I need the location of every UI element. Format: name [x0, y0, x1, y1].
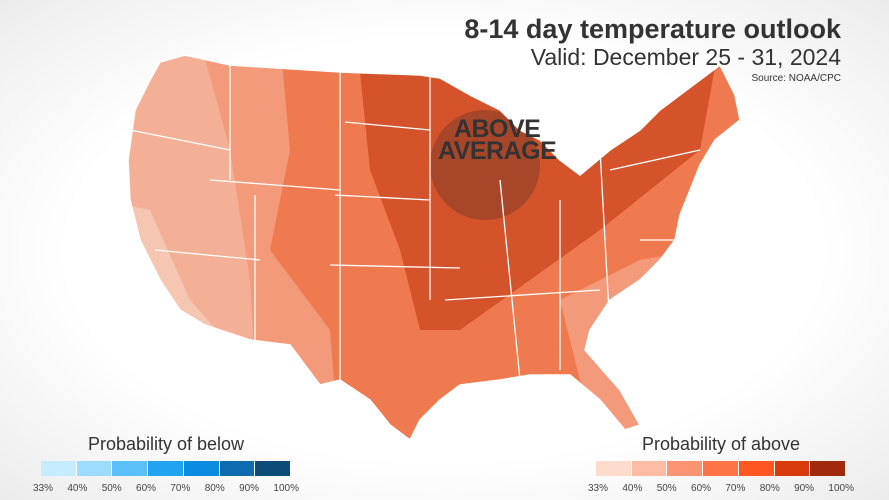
legend-below-swatches: [41, 461, 292, 476]
legend-below-swatch: [148, 461, 184, 476]
legend-above-tick: 80%: [759, 483, 780, 494]
legend-above-swatch: [631, 461, 668, 476]
legend-below-tick: 50%: [101, 483, 122, 494]
legend-below-title: Probability of below: [87, 434, 245, 454]
legend-above-swatch: [738, 461, 775, 476]
legend-above-tick: 60%: [691, 483, 712, 494]
legend-above-title: Probability of above: [641, 434, 801, 454]
legend-below-swatch: [255, 461, 292, 476]
us-outline: [127, 54, 741, 442]
legend-above: Probability of above 33% 40% 50% 60% 70% 80% 9…: [588, 434, 854, 494]
legend-above-ticks: 33% 40% 50% 60% 70% 80% 90% 100%: [588, 483, 854, 494]
legend-below: Probability of below 33% 40% 50% 60% 70% 80% 9…: [33, 434, 299, 494]
legend-below-tick: 33%: [33, 483, 54, 494]
legend-below-tick: 100%: [273, 483, 299, 494]
legend-above-tick: 70%: [725, 483, 746, 494]
legend-above-swatch: [774, 461, 811, 476]
legend-below-swatch: [76, 461, 113, 476]
legend-above-swatch: [703, 461, 739, 476]
legend-below-ticks: 33% 40% 50% 60% 70% 80% 90% 100%: [33, 483, 299, 494]
above-label-line2: AVERAGE: [438, 137, 557, 165]
legend-below-swatch: [112, 461, 149, 476]
legend-below-tick: 80%: [204, 483, 225, 494]
legend-above-tick: 90%: [794, 483, 815, 494]
legend-above-swatch: [667, 461, 704, 476]
legend-below-tick: 40%: [67, 483, 88, 494]
legend-above-swatch: [596, 461, 632, 476]
legend-below-swatch: [41, 461, 77, 476]
above-label-line1: ABOVE: [453, 115, 541, 143]
legend-below-tick: 60%: [136, 483, 157, 494]
legend-below-swatch: [183, 461, 220, 476]
legend-above-swatches: [596, 461, 847, 476]
valid-dates: Valid: December 25 - 31, 2024: [530, 44, 841, 70]
page-title: 8-14 day temperature outlook: [464, 14, 841, 44]
legend-above-tick: 50%: [656, 483, 677, 494]
legend-above-tick: 33%: [588, 483, 609, 494]
above-average-label: ABOVE AVERAGE: [438, 115, 557, 165]
state-borders: [129, 65, 701, 381]
legend-above-tick: 100%: [828, 483, 854, 494]
legend-below-tick: 90%: [239, 483, 260, 494]
zone-80-90: [430, 110, 540, 220]
source-credit: Source: NOAA/CPC: [751, 73, 841, 84]
legend-above-swatch: [810, 461, 847, 476]
legend-below-tick: 70%: [170, 483, 191, 494]
legend-above-tick: 40%: [622, 483, 643, 494]
legend-below-swatch: [219, 461, 256, 476]
